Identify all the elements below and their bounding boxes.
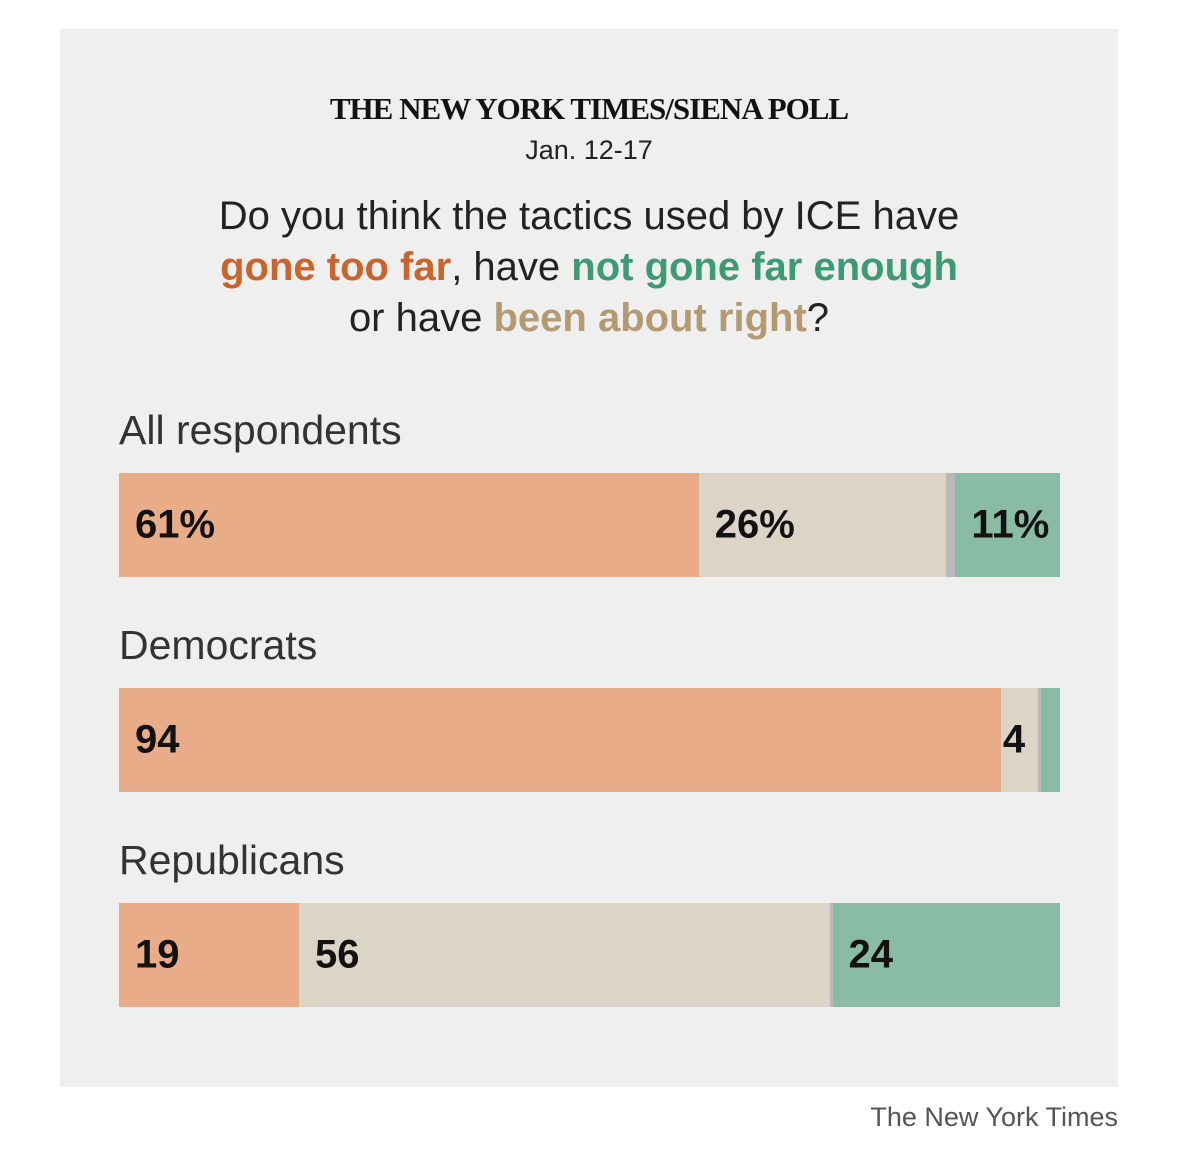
bar-segment-about-right: 4: [1000, 688, 1039, 792]
chart-title: THE NEW YORK TIMES/SIENA POLL: [329, 91, 849, 126]
bar-segment-too-far: 94: [119, 688, 1001, 792]
bar-segment-unsure: [1038, 688, 1042, 792]
bar-segment-about-right: 26%: [698, 473, 946, 577]
legend-about-right: been about right: [493, 296, 807, 340]
bar-segment-not-enough: 24: [832, 903, 1060, 1007]
legend-not-enough: not gone far enough: [571, 245, 958, 289]
bar-segment-unsure: [829, 903, 833, 1007]
bar-segment-too-far: 61%: [119, 473, 699, 577]
legend-too-far: gone too far: [220, 245, 452, 289]
category-label: Democrats: [119, 622, 318, 668]
stacked-bar: 61% 26% 11%: [119, 473, 1060, 577]
chart-subtitle: Jan. 12-17: [525, 135, 653, 165]
category-label: All respondents: [119, 407, 402, 453]
chart-card: THE NEW YORK TIMES/SIENA POLL Jan. 12-17…: [60, 29, 1118, 1087]
stacked-bar: 19 56 24: [119, 903, 1060, 1007]
credit: The New York Times: [870, 1102, 1118, 1132]
data-label: 94: [135, 717, 180, 762]
question-part-2: , have: [451, 245, 572, 289]
data-label: 26%: [714, 502, 795, 547]
data-label: 24: [848, 932, 894, 977]
bar-segment-unsure: [945, 473, 956, 577]
data-label: 61%: [135, 502, 216, 547]
question-part-1: Do you think the tactics used by ICE hav…: [218, 194, 960, 238]
data-label: 11%: [971, 502, 1050, 547]
question-part-4: ?: [806, 296, 830, 340]
bar-segment-not-enough: 11%: [955, 473, 1060, 577]
data-label: 19: [135, 932, 180, 977]
data-label: 4: [1002, 717, 1026, 762]
bar-segment-about-right: 56: [299, 903, 830, 1007]
category-label: Republicans: [119, 837, 345, 883]
question-part-3: or have: [348, 296, 494, 340]
bar-segment-too-far: 19: [119, 903, 300, 1007]
bar-segment-not-enough: [1041, 688, 1060, 792]
data-label: 56: [315, 932, 360, 977]
stacked-bar: 94 4: [119, 688, 1060, 792]
question-text: Do you think the tactics used by ICE hav…: [60, 191, 1118, 344]
